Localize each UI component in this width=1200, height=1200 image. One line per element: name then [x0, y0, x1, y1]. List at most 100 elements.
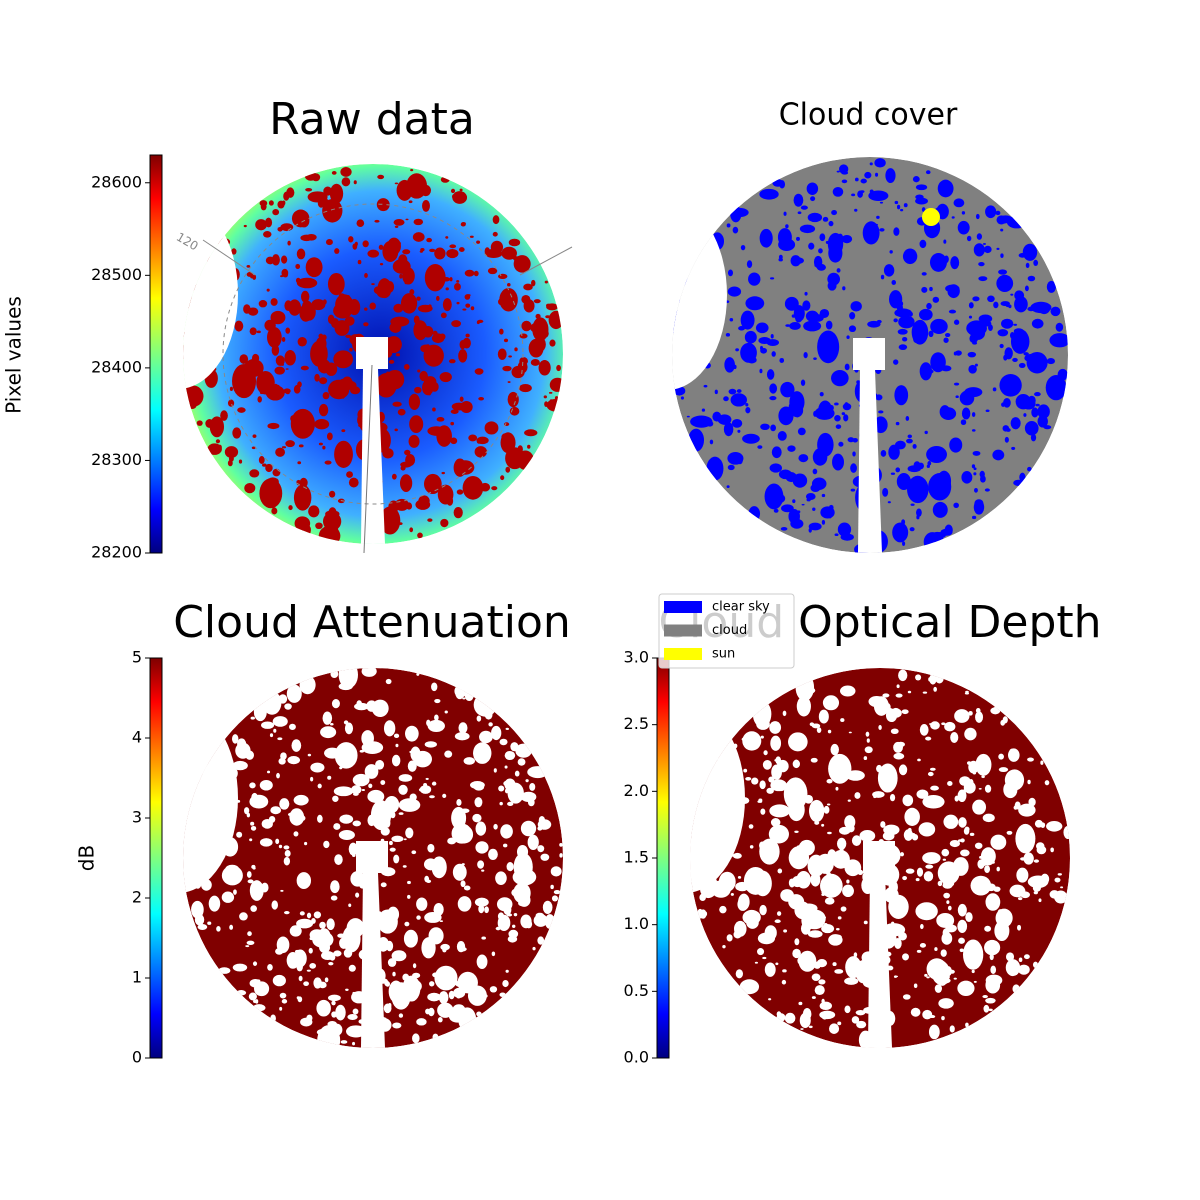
sky-blob [841, 234, 853, 244]
sky-blob [339, 814, 354, 824]
sky-blob [433, 903, 444, 916]
sky-blob [368, 783, 373, 789]
sky-blob [285, 327, 291, 334]
sky-blob [1010, 329, 1030, 354]
sky-blob [826, 778, 833, 784]
sky-blob [327, 775, 332, 780]
sky-blob [307, 191, 328, 203]
sky-blob [773, 508, 779, 513]
sky-blob [922, 795, 945, 809]
sky-blob [319, 921, 326, 929]
sky-blob [919, 239, 927, 249]
sky-blob [1014, 801, 1021, 810]
sky-blob [1038, 898, 1042, 903]
sky-blob [953, 351, 958, 356]
sky-blob [755, 322, 769, 334]
sky-blob [941, 848, 950, 857]
sky-blob [1002, 280, 1013, 288]
sky-blob [924, 430, 928, 435]
sky-blob [234, 320, 244, 332]
sky-blob [434, 698, 441, 704]
sky-blob [953, 319, 960, 325]
sky-blob [425, 777, 429, 780]
sky-blob [473, 270, 479, 277]
sky-blob [474, 368, 484, 375]
sky-blob [991, 861, 995, 864]
sky-blob [380, 780, 386, 785]
sky-blob [404, 185, 419, 194]
sky-blob [530, 322, 548, 334]
sky-blob [279, 992, 287, 999]
sky-blob [476, 240, 481, 244]
sky-blob [283, 856, 291, 866]
sky-blob [434, 965, 458, 991]
sky-blob [243, 304, 251, 314]
sky-blob [315, 522, 323, 530]
sky-blob [403, 929, 418, 948]
sky-blob [771, 351, 776, 357]
sky-blob [298, 975, 303, 982]
sky-blob [531, 279, 536, 287]
sky-blob [751, 777, 759, 785]
sky-blob [300, 1017, 313, 1027]
sky-blob [529, 782, 536, 791]
sky-blob [432, 407, 436, 412]
sky-blob [318, 981, 327, 989]
sky-blob [296, 248, 306, 260]
sky-blob [817, 330, 840, 364]
sky-blob [791, 314, 796, 318]
sky-blob [388, 840, 393, 846]
sky-blob [503, 338, 509, 343]
sky-blob [788, 299, 797, 307]
sky-blob [925, 170, 931, 175]
sky-blob [777, 911, 782, 916]
sky-blob [998, 753, 1004, 760]
sky-blob [489, 986, 498, 993]
sky-blob [972, 450, 981, 456]
sky-blob [998, 269, 1008, 275]
sky-blob [781, 504, 794, 513]
sky-blob [869, 162, 873, 166]
sky-blob [269, 733, 274, 738]
sky-blob [1063, 825, 1070, 840]
sky-blob [402, 865, 407, 868]
sky-blob [922, 1009, 933, 1020]
sky-blob [417, 532, 423, 539]
sky-image [672, 157, 1068, 553]
sky-blob [988, 324, 993, 331]
sky-blob [231, 734, 239, 744]
sky-blob [1017, 924, 1022, 931]
sky-blob [851, 193, 856, 197]
sky-blob [448, 1009, 467, 1023]
sky-blob [339, 378, 346, 384]
sky-blob [500, 475, 505, 481]
sky-blob [295, 277, 301, 284]
sky-blob [973, 472, 977, 476]
sky-blob [546, 398, 563, 412]
sky-blob [775, 962, 779, 966]
sky-blob [399, 474, 413, 492]
sky-blob [304, 494, 308, 500]
sky-blob [767, 232, 771, 235]
sky-blob [480, 482, 491, 492]
sky-blob [834, 402, 839, 406]
sky-blob [330, 880, 340, 894]
sky-blob [892, 522, 909, 543]
sky-blob [246, 265, 251, 268]
sky-blob [934, 984, 943, 993]
sky-blob [470, 306, 475, 311]
sky-blob [929, 286, 933, 292]
sky-blob [325, 510, 340, 518]
sky-blob [688, 428, 705, 452]
sky-blob [460, 808, 470, 814]
sky-blob [718, 871, 736, 892]
sky-blob [345, 334, 351, 338]
sky-blob [954, 795, 959, 802]
sky-blob [550, 866, 562, 877]
sky-blob [797, 427, 806, 436]
sky-blob [348, 236, 354, 243]
sky-blob [836, 837, 847, 850]
sky-blob [882, 487, 889, 497]
sky-blob [403, 838, 407, 841]
sky-blob [499, 992, 506, 998]
